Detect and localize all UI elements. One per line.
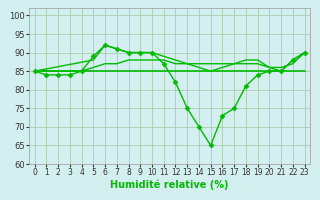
X-axis label: Humidité relative (%): Humidité relative (%) [110,180,229,190]
